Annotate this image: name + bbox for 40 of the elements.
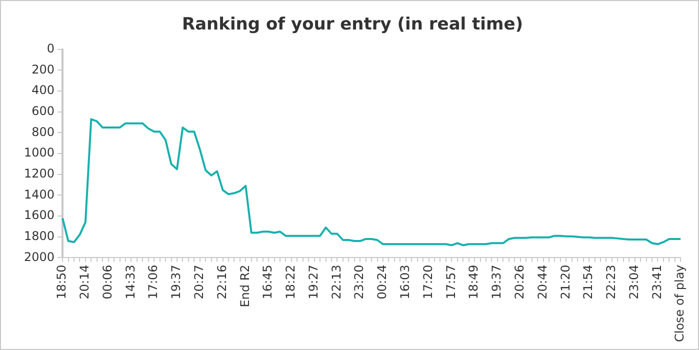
x-tick-label: 22:13 (329, 264, 344, 300)
x-tick-label: 21:20 (558, 264, 572, 300)
x-tick-label: 17:06 (146, 264, 160, 300)
y-tick-label: 600 (32, 104, 55, 118)
x-tick-label: 21:54 (581, 264, 596, 300)
x-tick-label: 19:37 (490, 264, 504, 300)
x-tick-label: 14:33 (123, 264, 138, 300)
x-tick-label: 18:50 (54, 264, 69, 300)
x-tick-label: 18:22 (284, 264, 298, 300)
x-tick-label: 16:45 (260, 264, 275, 300)
x-tick-label: 17:20 (420, 264, 435, 300)
x-tick-label: Close of play (672, 264, 687, 342)
y-tick-label: 800 (32, 124, 55, 139)
x-tick-label: 19:27 (306, 264, 320, 300)
x-tick-label: 23:41 (650, 264, 664, 300)
x-tick-label: 23:20 (352, 264, 366, 300)
y-tick-label: 1800 (24, 229, 55, 244)
y-tick-label: 1000 (24, 146, 55, 160)
x-tick-label: 20:14 (78, 264, 92, 300)
x-tick-label: 00:24 (375, 264, 390, 300)
x-tick-label: 18:49 (466, 264, 481, 300)
x-tick-label: 19:37 (169, 264, 184, 300)
x-tick-label: 20:27 (192, 264, 206, 300)
y-tick-label: 1600 (24, 208, 55, 222)
x-tick-label: 00:06 (100, 264, 114, 300)
x-tick-label: 22:16 (214, 264, 229, 300)
x-tick-label: 23:04 (626, 264, 641, 300)
y-tick-label: 0 (46, 42, 55, 56)
x-tick-label: 20:26 (512, 264, 526, 300)
y-tick-label: 1200 (24, 166, 55, 181)
y-tick-label: 2000 (24, 250, 55, 264)
x-tick-label: 22:23 (604, 264, 618, 300)
y-tick-label: 1400 (24, 187, 55, 202)
chart-title: Ranking of your entry (in real time) (182, 14, 524, 35)
y-tick-label: 400 (32, 83, 55, 98)
y-tick-label: 200 (32, 62, 55, 76)
x-tick-label: 17:57 (444, 264, 458, 300)
x-tick-label: 20:44 (535, 264, 550, 300)
x-tick-label: 16:03 (398, 264, 412, 300)
x-tick-label: End R2 (238, 264, 252, 308)
